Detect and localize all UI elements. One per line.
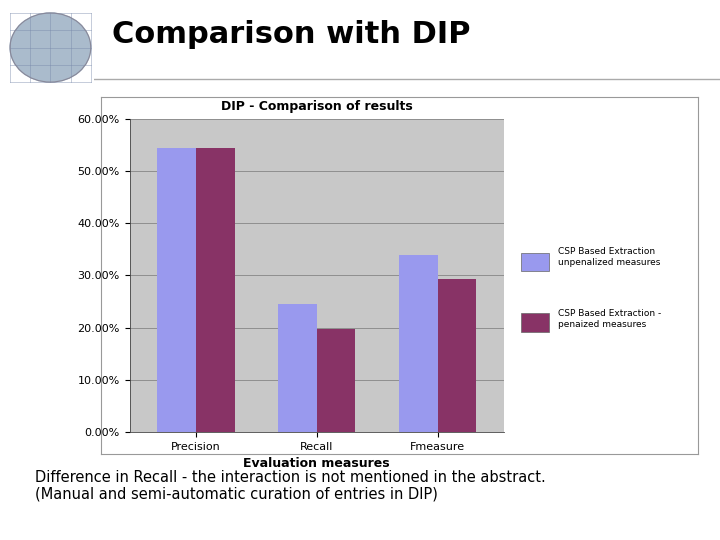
Text: CSP Based Extraction -
penaized measures: CSP Based Extraction - penaized measures: [558, 309, 661, 328]
X-axis label: Evaluation measures: Evaluation measures: [243, 457, 390, 470]
Text: Difference in Recall - the interaction is not mentioned in the abstract.
(Manual: Difference in Recall - the interaction i…: [35, 469, 546, 502]
Circle shape: [10, 13, 91, 82]
Text: Comparison with DIP: Comparison with DIP: [112, 20, 471, 49]
Text: CSP Based Extraction
unpenalized measures: CSP Based Extraction unpenalized measure…: [558, 247, 660, 267]
Bar: [317, 329, 356, 432]
Bar: [399, 254, 438, 432]
Bar: [196, 147, 235, 432]
FancyBboxPatch shape: [521, 253, 549, 271]
Bar: [438, 279, 476, 432]
FancyBboxPatch shape: [521, 313, 549, 332]
Bar: [278, 304, 317, 432]
Bar: [158, 147, 196, 432]
Title: DIP - Comparison of results: DIP - Comparison of results: [221, 100, 413, 113]
